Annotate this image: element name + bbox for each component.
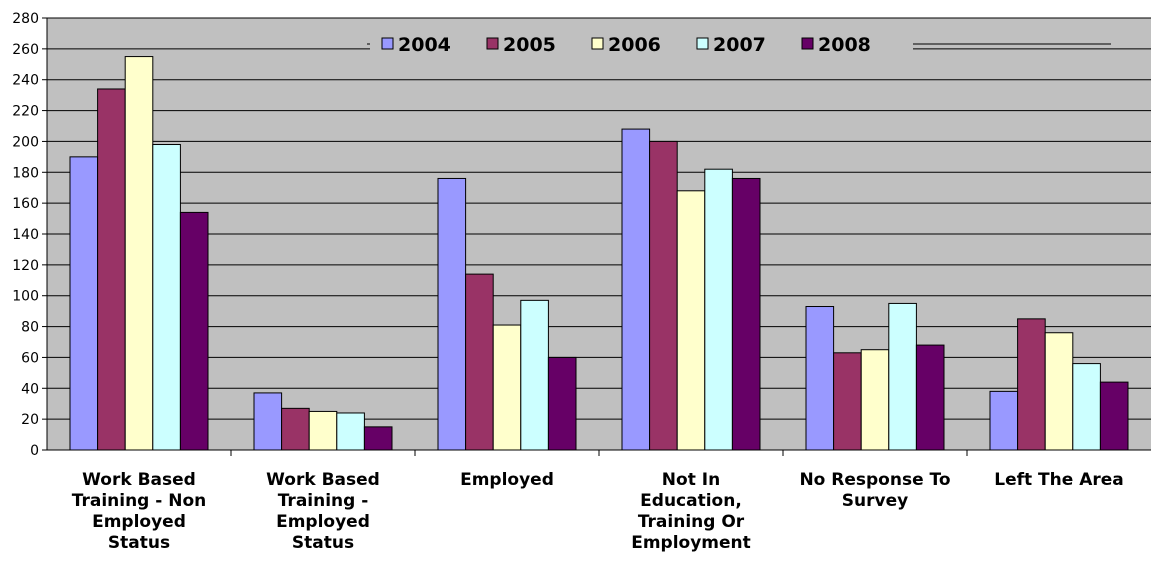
bars: [69, 56, 1129, 451]
legend: 2004 2005 2006 2007 2008: [367, 24, 1111, 64]
x-category-label-line: Employed: [276, 512, 370, 532]
bar-2006: [1044, 332, 1074, 451]
y-tick-label: 40: [21, 381, 39, 397]
bar-2006: [308, 410, 338, 451]
y-tick-label: 280: [12, 11, 39, 27]
bar-2004: [989, 390, 1019, 451]
bar-2006: [492, 324, 522, 451]
y-tick-label: 180: [12, 165, 39, 181]
bar-2008: [179, 211, 209, 451]
legend-label-2006: 2006: [608, 34, 661, 56]
bar-2006: [860, 349, 890, 451]
bar-2008: [1099, 381, 1129, 451]
bar-2005: [281, 407, 310, 451]
legend-swatch-2005: [486, 37, 499, 50]
x-category-label-line: Employment: [631, 533, 751, 553]
y-tick-label: 80: [21, 320, 39, 336]
bar-2007: [520, 299, 549, 451]
legend-label-2007: 2007: [713, 34, 766, 56]
y-tick-label: 260: [12, 42, 39, 58]
y-tick-label: 220: [12, 104, 39, 120]
legend-swatch-2004: [381, 37, 394, 50]
bar-2005: [465, 273, 494, 451]
bar-2005: [833, 352, 862, 451]
legend-label-2008: 2008: [818, 34, 871, 56]
legend-swatch-2008: [801, 37, 814, 50]
x-category-label-line: Status: [108, 533, 170, 553]
y-tick-label: 160: [12, 196, 39, 212]
legend-swatch-2007: [696, 37, 709, 50]
legend-label-2004: 2004: [398, 34, 451, 56]
axes: 0 20 40 60 80 100 120 140 160 180 200 220 240 260 280 W…: [12, 11, 1151, 553]
bar-2005: [1017, 318, 1046, 451]
y-tick-label: 120: [12, 258, 39, 274]
y-tick-label: 140: [12, 227, 39, 243]
x-category-label: Work Based Training -Employed Status: [266, 470, 380, 553]
bar-2006: [676, 190, 706, 451]
x-category-label-line: Not In: [662, 470, 720, 490]
bar-2007: [888, 302, 917, 451]
y-tick-label: 20: [21, 412, 39, 428]
bar-2008: [547, 356, 577, 451]
x-category-label-line: Survey: [842, 491, 908, 511]
x-category-label-line: Training - Non: [72, 491, 207, 511]
y-tick-label: 0: [30, 443, 39, 459]
y-tick-label: 100: [12, 289, 39, 305]
bar-2004: [621, 128, 651, 451]
x-category-label: No Response To Survey: [799, 470, 950, 511]
x-category-label-line: Training Or: [638, 512, 745, 532]
bar-2005: [649, 140, 678, 451]
y-tick-label: 200: [12, 134, 39, 150]
x-category-label-line: Status: [292, 533, 354, 553]
bar-2007: [1072, 363, 1101, 451]
x-category-label: Left The Area: [994, 470, 1124, 490]
bar-2004: [253, 392, 283, 451]
bar-2007: [336, 412, 365, 451]
gridlines: [47, 17, 1151, 420]
bar-2004: [805, 306, 835, 451]
bar-2004: [437, 177, 467, 451]
x-category-label-line: Work Based: [266, 470, 380, 490]
legend-label-2005: 2005: [503, 34, 556, 56]
y-tick-label: 240: [12, 73, 39, 89]
bar-2008: [915, 344, 945, 451]
x-category-label-line: No Response To: [799, 470, 950, 490]
legend-background: [370, 24, 913, 64]
x-category-label: Employed: [460, 470, 554, 490]
x-category-label-line: Education,: [640, 491, 742, 511]
bar-2007: [704, 168, 733, 451]
y-tick-label: 60: [21, 350, 39, 366]
x-category-label-line: Employed: [460, 470, 554, 490]
bar-2007: [152, 144, 181, 451]
x-category-label-line: Training -: [278, 491, 369, 511]
legend-swatch-2006: [591, 37, 604, 50]
bar-2004: [69, 156, 99, 451]
bar-2008: [363, 426, 393, 451]
bar-2006: [124, 56, 154, 451]
bar-2005: [97, 88, 126, 451]
bar-2008: [731, 177, 761, 451]
x-category-label-line: Work Based: [82, 470, 196, 490]
x-category-label-line: Employed: [92, 512, 186, 532]
x-category-label: Not In Education, Training Or Employment: [631, 470, 751, 553]
x-category-label: Work Based Training - Non Employed Status: [72, 470, 207, 553]
x-category-label-line: Left The Area: [994, 470, 1124, 490]
